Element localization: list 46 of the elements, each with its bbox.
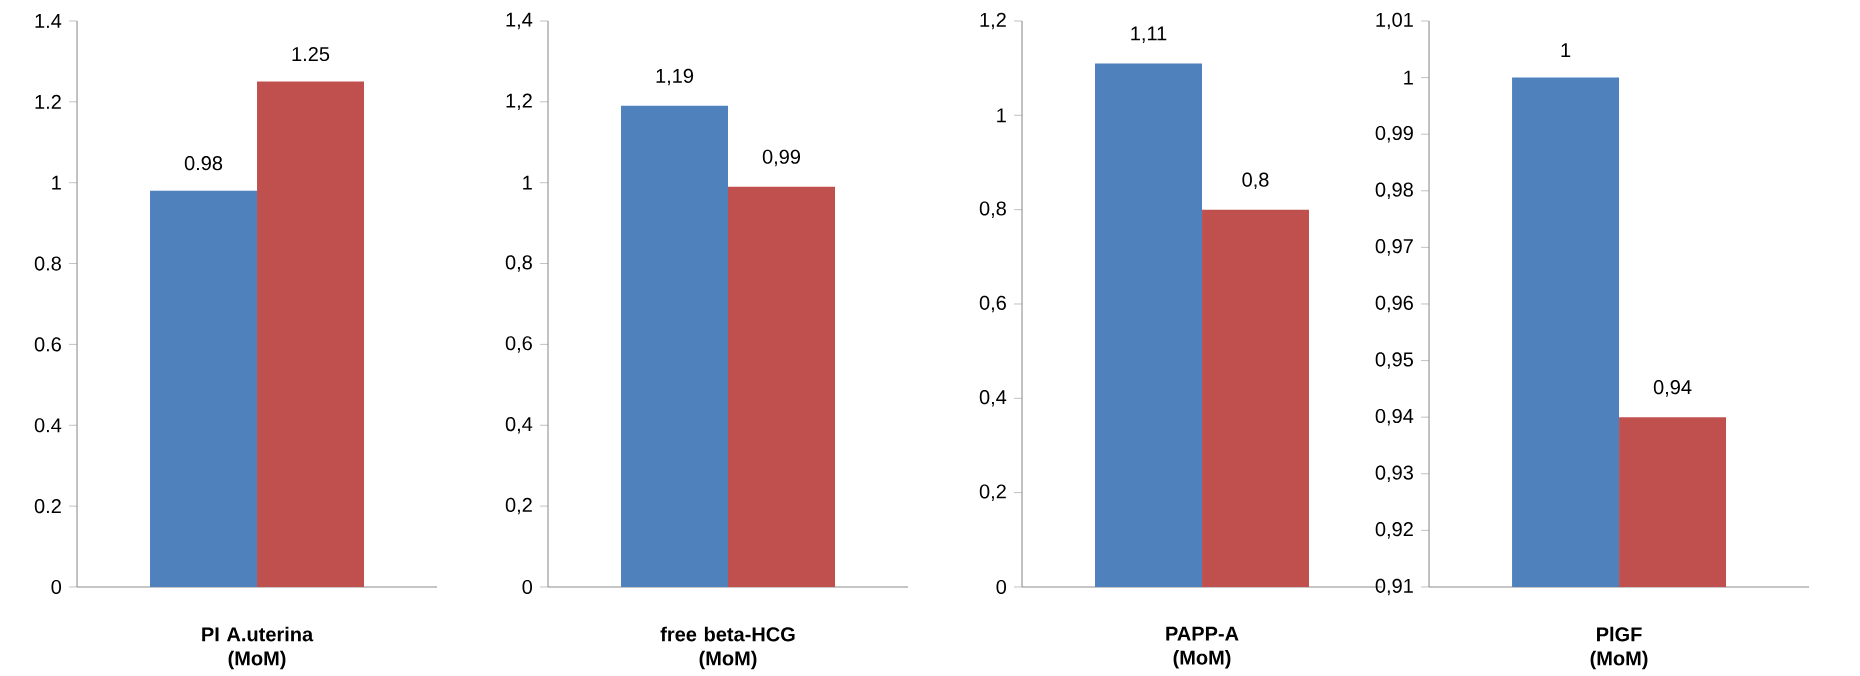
y-tick-label: 1	[997, 108, 1006, 123]
y-tick-label: 0,2	[505, 497, 532, 515]
data-label: 1.25	[292, 46, 330, 62]
y-tick-label: 0,4	[979, 390, 1007, 407]
data-label: 0.98	[184, 156, 223, 171]
x-axis-title: PlGF (MoM)	[1590, 626, 1648, 670]
y-tick-label: 0,99	[1375, 125, 1413, 143]
y-tick-label: 0,94	[1375, 408, 1414, 426]
data-label: 1	[1561, 43, 1571, 58]
y-tick-label: 0,4	[505, 417, 533, 434]
y-tick-label: 0,93	[1375, 465, 1413, 483]
y-tick-label: 1,2	[980, 12, 1006, 30]
data-label: 1,19	[656, 68, 694, 86]
y-tick-label: 0.4	[34, 418, 62, 433]
y-tick-label: 0	[522, 579, 533, 595]
y-tick-label: 0.8	[34, 256, 61, 271]
data-label: 0,99	[762, 149, 800, 167]
y-tick-label: 0,97	[1375, 239, 1413, 256]
x-axis-title: PAPP-A (MoM)	[1166, 626, 1239, 669]
y-tick-label: 0	[996, 579, 1007, 595]
y-tick-label: 1	[1404, 70, 1413, 85]
y-tick-label: 0,96	[1375, 295, 1413, 313]
data-label: 0,94	[1653, 380, 1692, 397]
x-axis-title: free beta-HCG (MoM)	[660, 626, 795, 670]
y-tick-label: 1	[52, 175, 61, 190]
y-tick-label: 0,6	[505, 336, 532, 353]
x-axis-title: PI A.uterina (MoM)	[202, 626, 314, 670]
y-tick-label: 1.2	[35, 94, 61, 109]
y-tick-label: 1.4	[35, 14, 62, 28]
y-tick-label: 1	[523, 175, 532, 190]
data-label: 1,11	[1131, 26, 1167, 43]
y-tick-label: 0,6	[979, 295, 1006, 313]
y-tick-label: 0,2	[979, 484, 1006, 501]
y-tick-label: 1,01	[1376, 12, 1413, 30]
y-tick-label: 0,92	[1375, 522, 1413, 539]
data-label: 0,8	[1242, 172, 1269, 190]
y-tick-label: 0,8	[505, 255, 532, 272]
y-tick-label: 0,8	[979, 201, 1006, 218]
y-tick-label: 0	[51, 579, 62, 595]
y-tick-label: 0.6	[34, 337, 61, 352]
y-tick-label: 0.2	[34, 499, 61, 514]
y-tick-label: 0,95	[1375, 352, 1413, 369]
y-tick-label: 0,91	[1375, 578, 1413, 596]
y-tick-label: 1,4	[506, 12, 533, 30]
y-tick-label: 0,98	[1375, 182, 1413, 200]
y-tick-label: 1,2	[506, 93, 532, 111]
